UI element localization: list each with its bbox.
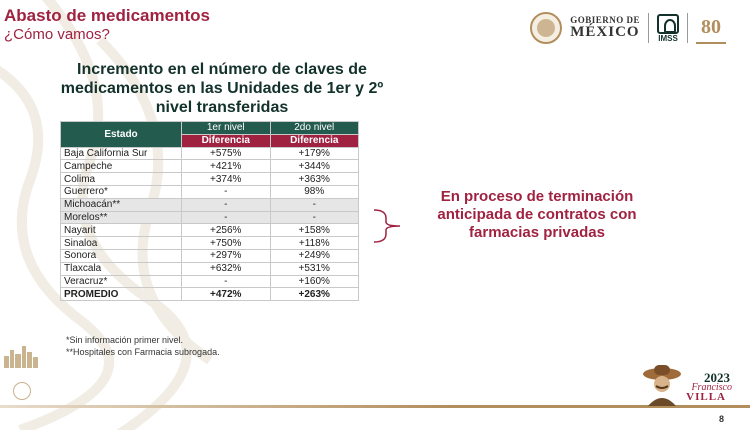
cell-nivel1: +297% [181,248,271,263]
data-table: Estado 1er nivel 2do nivel Diferencia Di… [60,121,359,302]
cell-estado: Sinaloa [60,236,182,250]
col-estado: Estado [60,121,182,148]
cell-estado: Baja California Sur [60,146,182,161]
gobierno-line1: GOBIERNO DE [570,15,640,25]
table-row: Campeche +421% +344% [60,159,359,174]
cell-estado: Michoacán** [60,197,182,212]
table-row: Guerrero* - 98% [60,184,359,199]
gobierno-logo: GOBIERNO DE MÉXICO [570,16,640,40]
villa-name1: Francisco [691,382,732,393]
cell-nivel1: +374% [181,172,271,186]
table-row: Nayarit +256% +158% [60,223,359,238]
footnote-2: **Hospitales con Farmacia subrogada. [66,347,220,357]
cell-estado: Guerrero* [60,184,182,199]
col-diferencia1: Diferencia [181,133,271,148]
cell-nivel1: - [181,184,271,199]
bottom-divider [0,405,750,408]
logo-divider [648,13,649,43]
table-row: Morelos** - - [60,210,359,225]
right-brace-icon [373,209,401,243]
table-title: Incremento en el número de claves de med… [60,61,384,117]
cell-nivel1: +421% [181,159,271,174]
cell-estado: Nayarit [60,223,182,238]
cell-estado: Tlaxcala [60,261,182,276]
page-subtitle: ¿Cómo vamos? [4,26,110,43]
cell-estado: Campeche [60,159,182,174]
table-row: Sinaloa +750% +118% [60,236,359,250]
col-nivel1: 1er nivel [181,121,271,135]
cell-nivel1: +256% [181,223,271,238]
cell-nivel2: +531% [269,261,359,276]
cell-nivel1: - [181,274,271,289]
cell-nivel2: - [269,210,359,225]
logo-divider [687,13,688,43]
logos-bar: GOBIERNO DE MÉXICO IMSS 80 [530,10,726,46]
page-number: 8 [718,414,724,424]
table-row: Tlaxcala +632% +531% [60,261,359,276]
cell-estado: Veracruz* [60,274,182,289]
table-row: Sonora +297% +249% [60,248,359,263]
cell-nivel2: +249% [269,248,359,263]
anniversary-logo: 80 [696,12,726,44]
col-diferencia2: Diferencia [269,133,359,148]
col-nivel2: 2do nivel [269,121,359,135]
table-row: Michoacán** - - [60,197,359,212]
imss-logo: IMSS [657,13,679,43]
cell-nivel1: - [181,210,271,225]
cell-estado: Sonora [60,248,182,263]
gobierno-line2: MÉXICO [570,24,640,40]
table-row-promedio: PROMEDIO +472% +263% [60,287,359,302]
cell-nivel2: +363% [269,172,359,186]
villa-year: 2023 [704,370,730,385]
process-note: En proceso de terminación anticipada de … [437,188,637,241]
skyline-icon [4,346,38,368]
footnote-1: *Sin información primer nivel. [66,335,184,345]
cell-nivel1: +472% [181,287,271,302]
cell-nivel2: +118% [269,236,359,250]
cell-nivel2: - [269,197,359,212]
page-title: Abasto de medicamentos [4,6,210,25]
cell-nivel2: 98% [269,184,359,199]
cell-nivel1: +750% [181,236,271,250]
cell-estado: PROMEDIO [60,287,182,302]
cell-nivel2: +263% [269,287,359,302]
mexico-seal-icon [530,12,563,44]
villa-portrait-icon [643,365,681,406]
imss-label: IMSS [658,33,678,43]
emblem-icon [13,382,31,400]
cell-nivel1: - [181,197,271,212]
cell-nivel1: +575% [181,146,271,161]
footnotes: *Sin información primer nivel. **Hospita… [66,334,220,358]
villa-name2: VILLA [686,391,726,403]
cell-nivel2: +344% [269,159,359,174]
cell-estado: Morelos** [60,210,182,225]
cell-estado: Colima [60,172,182,186]
francisco-villa-logo: 2023 Francisco VILLA [638,360,742,408]
table-row: Colima +374% +363% [60,172,359,186]
cell-nivel1: +632% [181,261,271,276]
cell-nivel2: +179% [269,146,359,161]
table-row: Veracruz* - +160% [60,274,359,289]
cell-nivel2: +160% [269,274,359,289]
table-row: Baja California Sur +575% +179% [60,146,359,161]
cell-nivel2: +158% [269,223,359,238]
imss-icon [657,13,679,34]
